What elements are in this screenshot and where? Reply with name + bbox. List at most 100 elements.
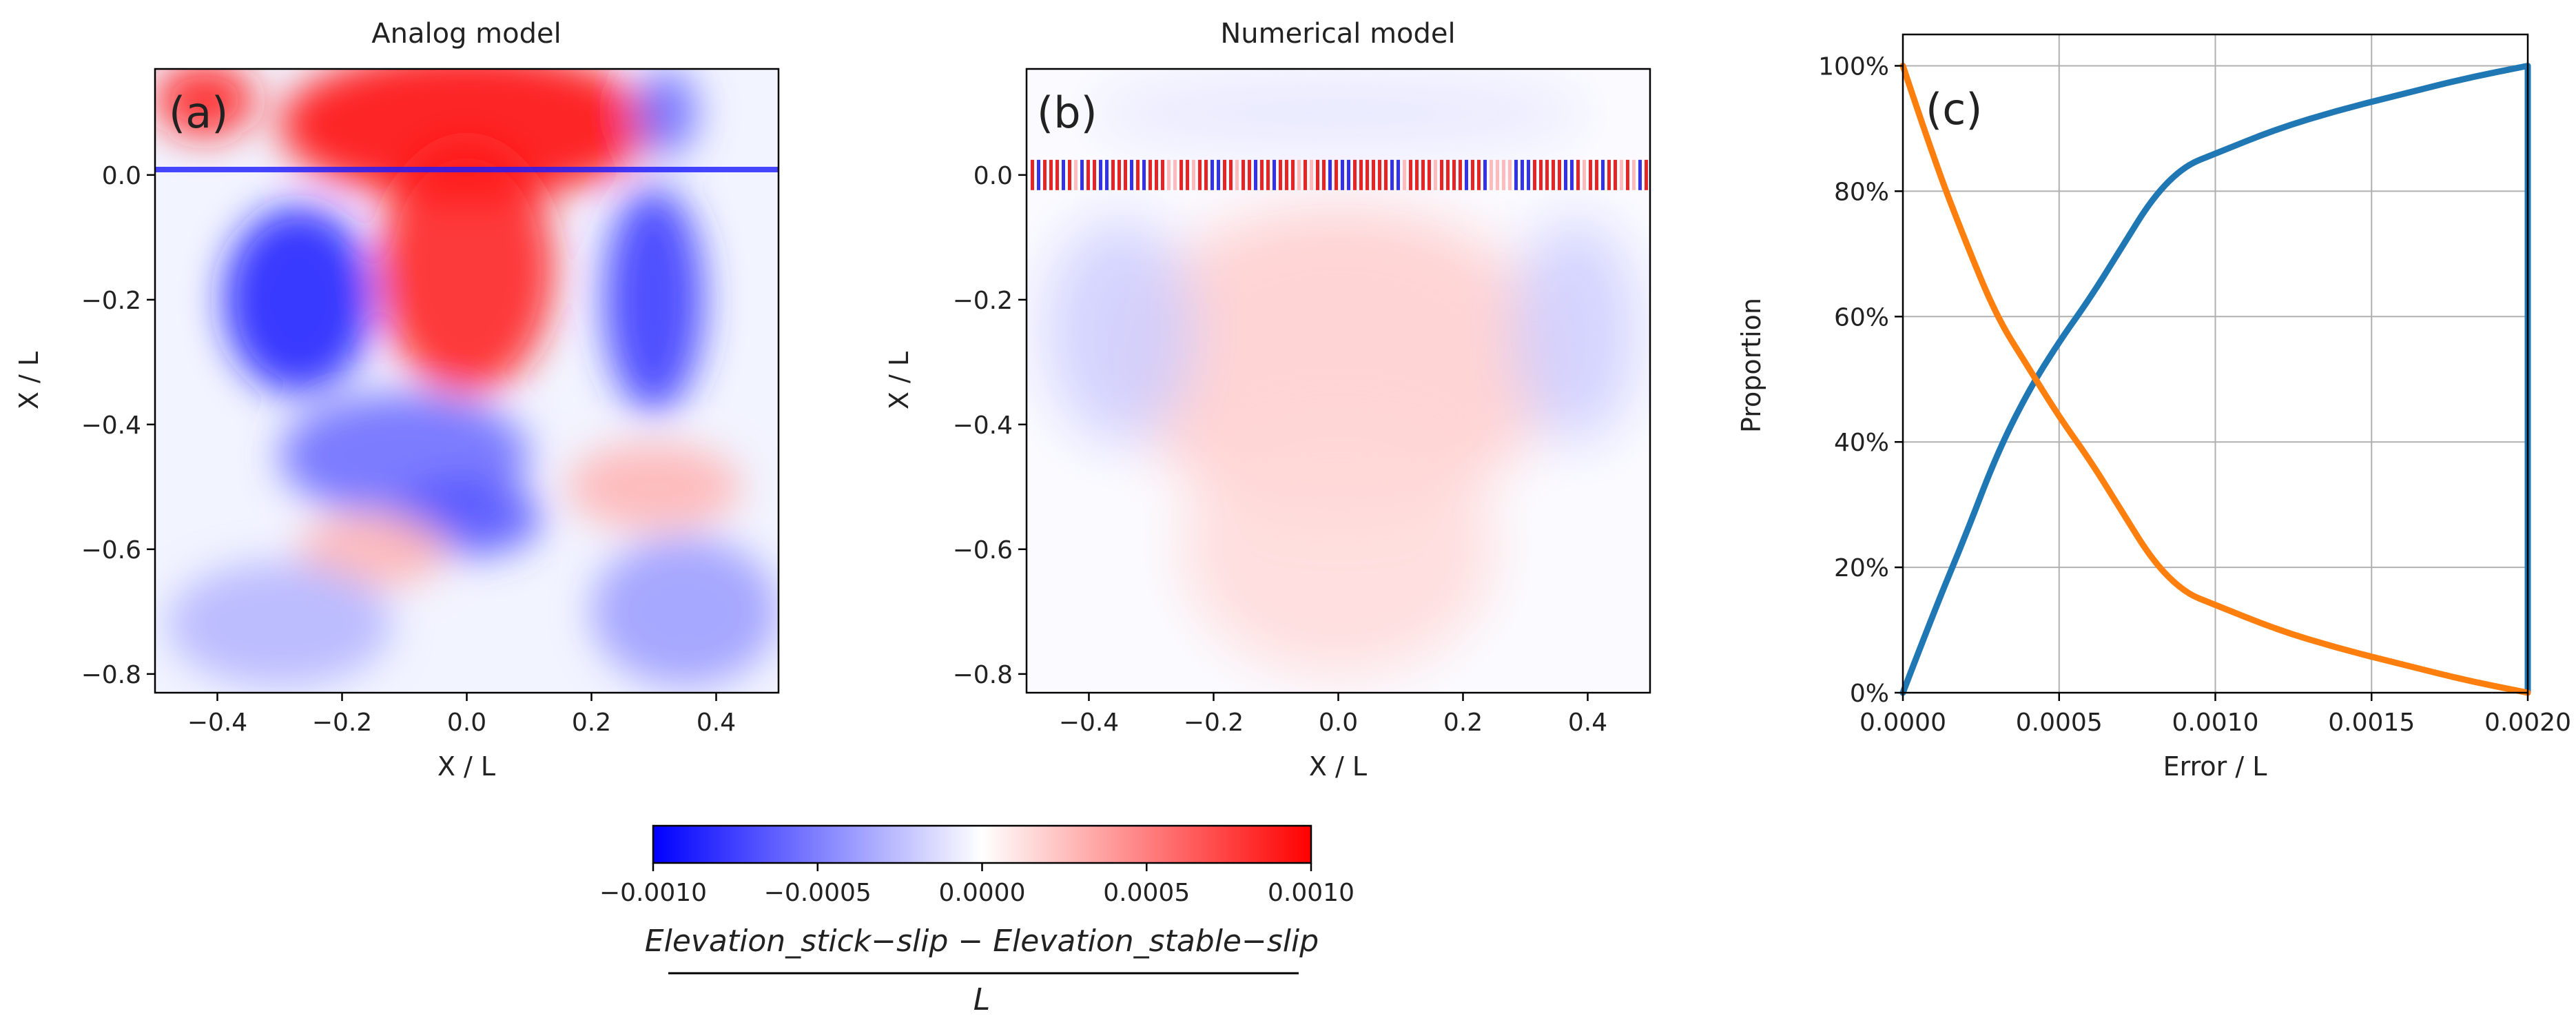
panel-b-fault-stripe [1254, 159, 1257, 190]
colorbar-ticks: −0.0010 −0.0005 0.0000 0.0005 0.0010 [599, 863, 1354, 907]
panel-a-region-5 [635, 69, 698, 156]
panel-b-fault-stripe [1465, 159, 1468, 190]
panel-b-fault-stripe [1415, 159, 1419, 190]
panel-b-fault-stripe [1508, 159, 1512, 190]
panel-b-xlabel: X / L [1309, 751, 1367, 782]
panel-b-fault-stripe [1620, 159, 1623, 190]
panel-c-series-complementary [1899, 62, 2531, 696]
panel-b-fault-stripe [1210, 159, 1214, 190]
panel-b-fault-stripe [1043, 159, 1047, 190]
panel-b-fault-stripe [1198, 159, 1202, 190]
panel-b-fault-stripe [1353, 159, 1357, 190]
panel-b-fault-stripe [1632, 159, 1636, 190]
panel-a-xtick-label: 0.0 [447, 709, 486, 737]
panel-c-xlabel: Error / L [2163, 751, 2267, 782]
panel-b-field [1045, 75, 1638, 674]
panel-b-fault-stripe [1595, 159, 1598, 190]
panel-b-fault-stripe [1049, 159, 1053, 190]
panel-b-fault-stripe [1080, 159, 1084, 190]
panel-c-ytick-label: 20% [1834, 554, 1889, 582]
panel-c-ytick-label: 80% [1834, 178, 1889, 206]
panel-b-fault-stripe [1328, 159, 1332, 190]
panel-a-axes: −0.4 −0.2 0.0 0.2 0.4 0.0 −0.2 −0.4 −0.6 −0.8 [81, 162, 736, 737]
panel-b-fault-stripe [1372, 159, 1375, 190]
colorbar-label-denominator: L [973, 982, 991, 1017]
colorbar-tick-label: −0.0005 [764, 879, 872, 907]
panel-c-label: (c) [1926, 84, 1982, 134]
panel-b-fault-stripe [1055, 159, 1059, 190]
panel-a-title: Analog model [371, 18, 561, 50]
panel-b-fault-stripe [1297, 159, 1301, 190]
panel-b-fault-stripe [1533, 159, 1536, 190]
panel-b-xtick-label: 0.4 [1568, 709, 1607, 737]
panel-b-fault-stripe [1514, 159, 1518, 190]
panel-b-fault-stripe [1626, 159, 1629, 190]
panel-b-fault-stripe [1136, 159, 1140, 190]
panel-a-region-11 [167, 561, 392, 687]
panel-b-ytick-label: −0.8 [953, 661, 1013, 689]
panel-b-ytick-label: −0.4 [953, 411, 1013, 440]
panel-b-fault-stripe [1421, 159, 1425, 190]
panel-b-fault-stripe [1397, 159, 1400, 190]
panel-b-xtick-label: −0.4 [1059, 709, 1119, 737]
panel-b: Numerical model (b) −0.4 −0.2 0.0 0.2 0.4 0.0… [884, 18, 1651, 782]
panel-a-region-4 [604, 187, 704, 412]
panel-b-fault-stripes [1031, 159, 1648, 190]
panel-b-fault-stripe [1037, 159, 1040, 190]
panel-a-ytick-label: −0.6 [81, 536, 141, 565]
colorbar: −0.0010 −0.0005 0.0000 0.0005 0.0010 Elevati… [599, 824, 1354, 1017]
panel-b-fault-stripe [1130, 159, 1133, 190]
panel-a-region-10 [591, 536, 779, 687]
panel-b-fault-stripe [1459, 159, 1462, 190]
panel-a-ytick-label: 0.0 [102, 162, 141, 190]
panel-b-fault-stripe [1285, 159, 1288, 190]
panel-b-region-2 [1045, 218, 1195, 443]
panel-a-region-2 [155, 69, 255, 138]
panel-b-fault-stripe [1117, 159, 1121, 190]
colorbar-tick-label: 0.0005 [1103, 879, 1190, 907]
panel-b-region-4 [1089, 75, 1588, 150]
panel-b-fault-stripe [1428, 159, 1431, 190]
panel-b-fault-stripe [1031, 159, 1034, 190]
panel-b-region-0 [1120, 206, 1557, 518]
panel-a-region-9 [298, 511, 449, 587]
colorbar-gradient [652, 824, 1312, 864]
panel-c-xtick-label: 0.0005 [2016, 709, 2103, 737]
panel-b-fault-stripe [1446, 159, 1450, 190]
panel-b-fault-stripe [1347, 159, 1350, 190]
panel-c-ytick-label: 40% [1834, 429, 1889, 457]
panel-b-fault-stripe [1279, 159, 1282, 190]
panel-b-fault-stripe [1093, 159, 1096, 190]
panel-b-fault-stripe [1105, 159, 1109, 190]
panel-b-fault-stripe [1545, 159, 1549, 190]
panel-b-title: Numerical model [1220, 18, 1455, 50]
panel-a: Analog model (a) −0.4 −0.2 0.0 0.2 0.40.0−0.… [14, 18, 780, 782]
panel-b-fault-stripe [1366, 159, 1369, 190]
panel-b-fault-stripe [1266, 159, 1270, 190]
panel-b-fault-stripe [1229, 159, 1233, 190]
panel-a-region-1 [379, 143, 555, 394]
panel-a-ytick-label: −0.4 [81, 411, 141, 440]
panel-b-fault-stripe [1521, 159, 1524, 190]
panel-b-fault-stripe [1403, 159, 1406, 190]
panel-b-fault-stripe [1359, 159, 1363, 190]
panel-b-fault-stripe [1558, 159, 1561, 190]
panel-b-fault-stripe [1645, 159, 1648, 190]
panel-b-fault-stripe [1223, 159, 1226, 190]
colorbar-label-numerator: Elevation_stick−slip − Elevation_stable−… [645, 924, 1319, 959]
panel-b-fault-stripe [1260, 159, 1264, 190]
panel-b-fault-stripe [1378, 159, 1381, 190]
panel-c-xtick-label: 0.0020 [2484, 709, 2571, 737]
panel-c-grid [1902, 34, 2528, 693]
panel-b-ytick-label: −0.6 [953, 536, 1013, 565]
panel-b-fault-stripe [1564, 159, 1567, 190]
panel-b-fault-stripe [1124, 159, 1127, 190]
panel-c-xtick-label: 0.0000 [1859, 709, 1946, 737]
panel-a-xlabel: X / L [437, 751, 495, 782]
panel-b-fault-stripe [1304, 159, 1307, 190]
panel-b-fault-stripe [1384, 159, 1388, 190]
colorbar-tick-label: 0.0010 [1268, 879, 1354, 907]
panel-b-fault-stripe [1179, 159, 1183, 190]
panel-b-fault-stripe [1483, 159, 1487, 190]
panel-a-region-3 [223, 206, 373, 394]
